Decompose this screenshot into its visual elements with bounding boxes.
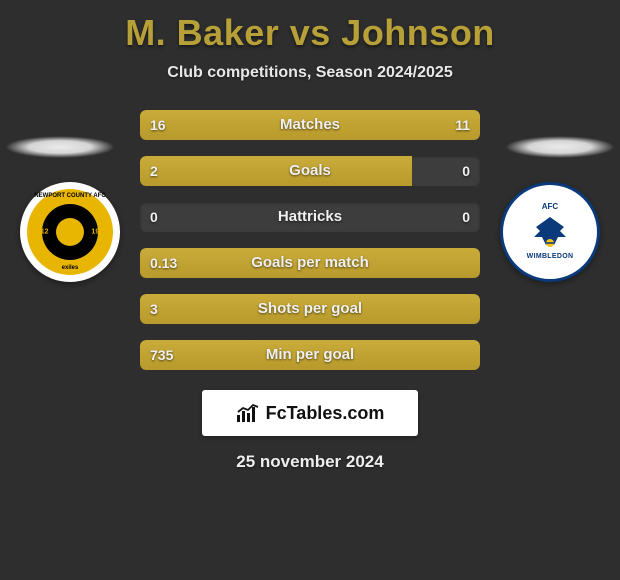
- stat-value-left: 16: [150, 110, 166, 140]
- date-label: 25 november 2024: [0, 452, 620, 472]
- stat-value-left: 2: [150, 156, 158, 186]
- stat-row-shots-per-goal: Shots per goal3: [140, 294, 480, 324]
- stat-value-right: 11: [455, 110, 470, 140]
- comparison-content: NEWPORT COUNTY AFC 1912 1989 exiles AFC …: [0, 110, 620, 472]
- watermark-text: FcTables.com: [266, 403, 385, 424]
- stat-label: Min per goal: [140, 340, 480, 370]
- watermark[interactable]: FcTables.com: [202, 390, 418, 436]
- stats-bars: Matches1611Goals20Hattricks00Goals per m…: [140, 110, 480, 370]
- stat-row-min-per-goal: Min per goal735: [140, 340, 480, 370]
- player-right-shadow: [505, 136, 615, 158]
- stat-label: Goals: [140, 156, 480, 186]
- stat-value-left: 0: [150, 202, 158, 232]
- chart-icon: [236, 403, 262, 423]
- stat-value-right: 0: [462, 156, 470, 186]
- stat-label: Matches: [140, 110, 480, 140]
- subtitle: Club competitions, Season 2024/2025: [0, 64, 620, 82]
- stat-label: Goals per match: [140, 248, 480, 278]
- player-left-shadow: [5, 136, 115, 158]
- stat-label: Hattricks: [140, 202, 480, 232]
- badge-newport-county: NEWPORT COUNTY AFC 1912 1989 exiles: [20, 182, 120, 282]
- stat-value-left: 3: [150, 294, 158, 324]
- stat-label: Shots per goal: [140, 294, 480, 324]
- badge-afc-wimbledon: AFC WIMBLEDON: [500, 182, 600, 282]
- stat-value-right: 0: [462, 202, 470, 232]
- stat-row-goals: Goals2 0: [140, 156, 480, 186]
- stat-row-goals-per-match: Goals per match0.13: [140, 248, 480, 278]
- stat-row-matches: Matches16 11: [140, 110, 480, 140]
- stat-row-hattricks: Hattricks0 0: [140, 202, 480, 232]
- stat-value-left: 0.13: [150, 248, 177, 278]
- eagle-icon: [526, 213, 574, 251]
- page-title: M. Baker vs Johnson: [0, 0, 620, 54]
- stat-value-left: 735: [150, 340, 173, 370]
